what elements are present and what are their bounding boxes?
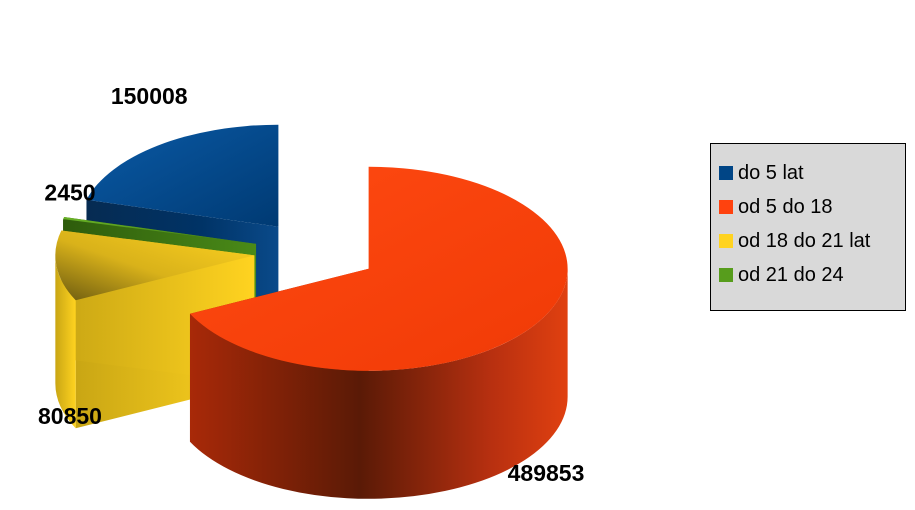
- pie-slice-od-5-do-18-side-0: [189, 268, 568, 499]
- legend-swatch-od-18-do-21-lat: [719, 234, 733, 248]
- legend-swatch-od-21-do-24: [719, 268, 733, 282]
- pie-slice-od-18-do-21-lat-top: [55, 230, 255, 301]
- legend-item-od-18-do-21-lat: od 18 do 21 lat: [719, 224, 905, 258]
- pie-slice-od-21-do-24-top: [63, 216, 257, 244]
- legend-label-od-21-do-24: od 21 do 24: [738, 263, 844, 286]
- pie-slice-od-5-do-18-top: [189, 166, 568, 371]
- data-label-do-5-lat: 150008: [111, 83, 188, 109]
- pie-slice-od-18-do-21-lat-side-0: [55, 255, 76, 429]
- data-label-od-18-do-21-lat: 80850: [38, 403, 102, 429]
- legend-label-od-5-do-18: od 5 do 18: [738, 195, 833, 218]
- legend-label-od-18-do-21-lat: od 18 do 21 lat: [738, 229, 871, 252]
- pie-slice-do-5-lat-top: [86, 124, 279, 227]
- legend: do 5 lat od 5 do 18 od 18 do 21 lat od 2…: [710, 143, 906, 311]
- legend-label-do-5-lat: do 5 lat: [738, 161, 804, 184]
- data-label-od-21-do-24: 2450: [44, 180, 95, 206]
- legend-item-do-5-lat: do 5 lat: [719, 156, 905, 190]
- pie-data-labels: 150008 489853 80850 2450: [38, 83, 584, 486]
- legend-swatch-do-5-lat: [719, 166, 733, 180]
- pie-slice-od-5-do-18: [189, 166, 568, 499]
- pie-slices: [55, 124, 568, 499]
- legend-item-od-21-do-24: od 21 do 24: [719, 258, 905, 292]
- legend-swatch-od-5-do-18: [719, 200, 733, 214]
- data-label-od-5-do-18: 489853: [508, 460, 585, 486]
- legend-item-od-5-do-18: od 5 do 18: [719, 190, 905, 224]
